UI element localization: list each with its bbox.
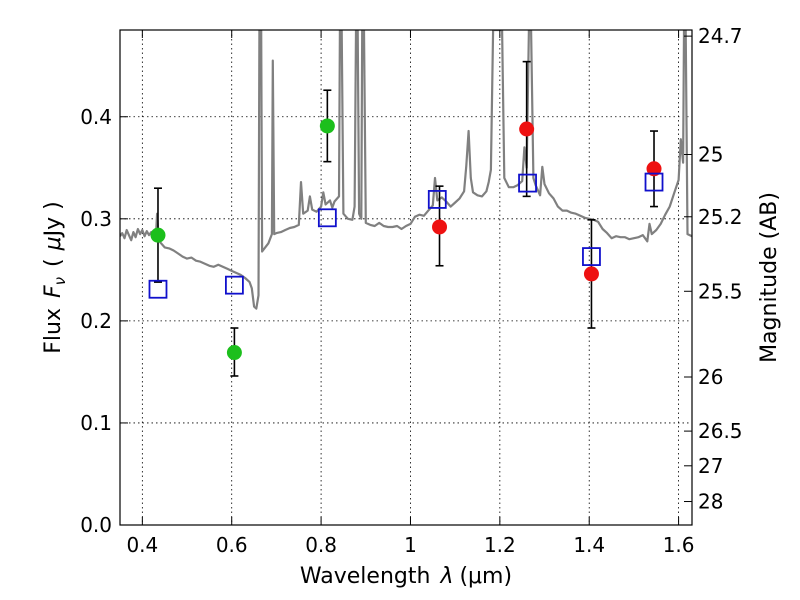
data-point-circle [150, 227, 166, 243]
model-point-square [582, 247, 601, 266]
sed-layer [120, 30, 692, 310]
model-point-square [644, 172, 664, 192]
data-point-circle [226, 345, 242, 361]
y-tick-label: 0.0 [80, 513, 112, 537]
model-point-square [224, 275, 244, 295]
data-point-circle [583, 266, 599, 282]
y-tick-label: 0.3 [80, 207, 112, 231]
y2-tick-label: 27 [698, 454, 723, 478]
y-axis-label-unit-open: ( [41, 258, 66, 267]
y2-tick-label: 25.2 [698, 205, 743, 229]
y-tick-label: 0.2 [80, 309, 112, 333]
y-axis-label-subscript: ν [51, 277, 69, 285]
y-axis-label: Flux Fν ( μJy ) [41, 201, 69, 353]
y2-tick-label: 26 [698, 365, 723, 389]
x-tick-label: 1.2 [484, 533, 516, 557]
x-axis-label: Wavelength λ (μm) [300, 564, 512, 589]
y2-axis-label: Magnitude (AB) [757, 192, 782, 363]
model-point-square [518, 173, 537, 193]
y2-tick-label: 24.7 [698, 24, 743, 48]
grid-layer [120, 30, 692, 526]
x-axis-label-symbol: λ [439, 564, 453, 589]
y-axis-label-symbol: F [41, 285, 66, 298]
x-tick-label: 0.8 [305, 533, 337, 557]
model-point-square [148, 279, 168, 299]
y-axis-label-unit-mu: μ [41, 236, 66, 251]
y2-tick-label: 25 [698, 143, 723, 167]
y-axis-label-word: Flux [41, 308, 66, 354]
y2-tick-label: 25.5 [698, 279, 743, 303]
x-tick-label: 1.4 [573, 533, 605, 557]
model-point-square [427, 190, 447, 209]
plot-frame [119, 29, 693, 526]
y-tick-label: 0.4 [80, 105, 112, 129]
marks-layer [148, 60, 664, 377]
data-point-circle [319, 118, 335, 134]
model-point-square [317, 208, 337, 228]
x-axis-label-word: Wavelength [300, 564, 431, 589]
x-tick-label: 1 [404, 533, 417, 557]
x-axis-label-unit: (μm) [459, 564, 512, 589]
ticks-layer: 0.4 0.6 0.8 1 1.2 1.4 1.6 0.0 0.1 0.2 0.3 0.4 24.7 25… [80, 24, 742, 557]
x-tick-label: 1.6 [663, 533, 695, 557]
x-tick-label: 0.6 [216, 533, 248, 557]
x-tick-label: 0.4 [126, 533, 158, 557]
data-point-circle [646, 161, 662, 177]
y-tick-label: 0.1 [80, 411, 112, 435]
data-point-circle [432, 219, 448, 235]
y2-tick-label: 28 [698, 490, 723, 514]
data-point-circle [519, 121, 535, 137]
y-axis-label-unit-rest: Jy ) [41, 201, 66, 238]
sed-template-line [120, 30, 692, 310]
y2-tick-label: 26.5 [698, 419, 743, 443]
